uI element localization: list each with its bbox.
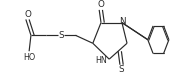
Text: O: O — [97, 0, 104, 9]
Text: S: S — [119, 65, 124, 74]
Text: HO: HO — [23, 53, 35, 62]
Text: HN: HN — [95, 56, 107, 65]
Text: S: S — [58, 31, 64, 40]
Text: O: O — [24, 10, 31, 19]
Text: N: N — [120, 17, 126, 25]
